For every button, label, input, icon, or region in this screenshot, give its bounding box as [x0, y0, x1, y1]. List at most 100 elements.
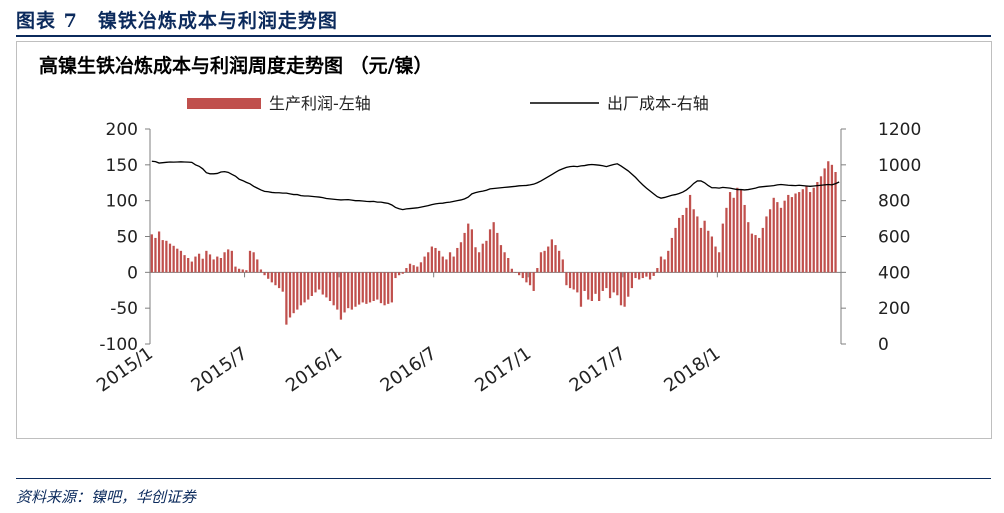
profit-bar — [361, 272, 364, 303]
profit-bar — [267, 272, 270, 279]
profit-bar — [299, 272, 303, 306]
profit-bar — [703, 220, 706, 273]
profit-bar — [550, 239, 553, 273]
profit-bar — [401, 272, 404, 274]
profit-bar — [587, 272, 590, 300]
profit-bar — [274, 272, 277, 286]
profit-bar — [208, 254, 212, 273]
profit-bar — [376, 272, 379, 300]
profit-bar — [499, 245, 503, 273]
profit-bar — [241, 269, 244, 273]
profit-bar — [394, 272, 397, 279]
profit-bar — [336, 272, 339, 310]
profit-bar — [281, 272, 284, 292]
profit-bar — [696, 216, 699, 273]
profit-bar — [288, 272, 292, 318]
profit-bar — [427, 252, 430, 273]
profit-bar — [634, 272, 637, 279]
profit-bar — [412, 265, 415, 273]
profit-bar — [805, 186, 808, 273]
profit-bar — [263, 272, 266, 276]
profit-bar — [434, 247, 437, 273]
profit-bar — [197, 253, 201, 273]
profit-bar — [481, 243, 484, 273]
profit-bar — [699, 227, 703, 273]
x-axis-tick-label: 2018/1 — [660, 343, 724, 397]
legend-bar-label: 生产利润-左轴 — [269, 94, 371, 113]
profit-bar — [583, 272, 586, 291]
profit-bar — [230, 250, 233, 273]
right-axis-tick-label: 1000 — [878, 156, 921, 176]
profit-bar — [678, 217, 681, 273]
profit-bar — [725, 207, 728, 273]
profit-bar — [638, 272, 641, 280]
profit-bar — [758, 237, 761, 273]
profit-bar — [776, 202, 779, 273]
profit-bar — [772, 197, 775, 273]
profit-bar — [445, 259, 448, 273]
line-series — [151, 160, 840, 211]
profit-bar — [419, 262, 423, 273]
profit-bar — [223, 252, 226, 273]
profit-bar — [619, 272, 623, 306]
source-note: 资料来源：镍吧，华创证券 — [16, 488, 197, 506]
profit-bar — [416, 266, 419, 273]
profit-bar — [321, 272, 324, 295]
profit-bar — [463, 232, 466, 273]
profit-bar — [216, 256, 219, 273]
profit-bar — [270, 272, 273, 283]
profit-bar — [794, 193, 797, 273]
profit-bar — [754, 235, 757, 273]
profit-bar — [648, 272, 652, 280]
profit-bar — [219, 258, 223, 273]
chart-title: 高镍生铁冶炼成本与利润周度走势图 （元/镍） — [39, 54, 433, 77]
figure-header: 图表 7 镍铁冶炼成本与利润走势图 — [16, 4, 991, 38]
profit-bar — [248, 250, 252, 273]
profit-bar — [572, 272, 575, 290]
profit-bar — [532, 272, 535, 291]
profit-bar — [518, 272, 521, 276]
profit-bar — [659, 256, 663, 273]
profit-bar — [798, 192, 801, 273]
profit-bar — [528, 272, 532, 286]
profit-bar — [561, 259, 564, 273]
profit-bar — [765, 216, 768, 273]
profit-bar — [441, 256, 444, 273]
profit-bar — [728, 192, 732, 273]
profit-bar — [598, 272, 601, 301]
profit-bar — [601, 272, 604, 291]
profit-bar — [259, 269, 263, 273]
cost-line — [151, 160, 840, 211]
profit-bar — [397, 272, 401, 276]
x-axis-tick-label: 2016/7 — [377, 343, 441, 397]
profit-bar — [732, 197, 735, 273]
right-axis-tick-label: 400 — [878, 263, 910, 283]
profit-bar — [652, 272, 655, 276]
profit-bar — [568, 272, 572, 289]
profit-bar — [474, 247, 477, 273]
profit-bar — [470, 229, 473, 273]
profit-bar — [296, 272, 299, 310]
profit-bar — [808, 192, 812, 273]
profit-bar — [768, 209, 772, 273]
profit-bar — [790, 197, 794, 273]
profit-bar — [467, 223, 470, 273]
profit-bar — [227, 249, 230, 273]
profit-bar — [819, 176, 823, 273]
profit-bar — [365, 272, 368, 304]
profit-bar — [183, 255, 186, 273]
profit-bar — [150, 234, 153, 273]
profit-bar — [350, 272, 353, 310]
profit-bar — [488, 229, 492, 273]
profit-bar — [685, 207, 688, 273]
profit-bar — [743, 204, 746, 273]
profit-bar — [325, 272, 328, 298]
x-axis-tick-label: 2017/1 — [471, 343, 535, 397]
profit-bar — [405, 268, 408, 273]
profit-bar — [176, 248, 179, 273]
profit-bar — [547, 246, 550, 273]
profit-bar — [667, 250, 670, 273]
x-axis-tick-label: 2015/7 — [188, 343, 252, 397]
profit-bar — [187, 258, 190, 273]
profit-bar — [721, 223, 724, 273]
